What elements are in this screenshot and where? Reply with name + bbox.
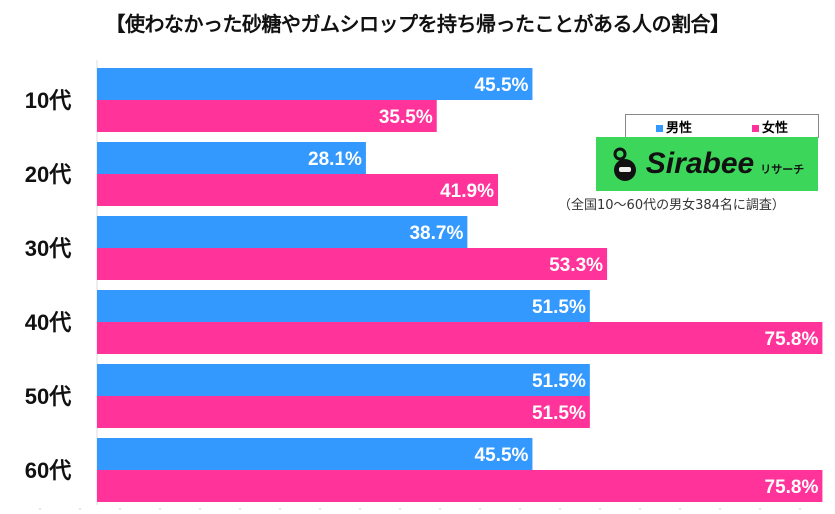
male-bar: [97, 68, 533, 100]
male-bar: [97, 364, 590, 396]
male-bar: [97, 142, 366, 174]
female-bar: [97, 322, 823, 354]
category-label: 30代: [25, 236, 71, 261]
male-bar: [97, 438, 533, 470]
legend-female: 女性: [751, 117, 788, 136]
value-label: 75.8%: [765, 477, 819, 498]
sirabee-logo: Sirabee リサーチ: [596, 137, 818, 191]
female-bar: [97, 174, 498, 206]
value-label: 51.5%: [532, 371, 586, 392]
category-label: 10代: [25, 88, 71, 113]
category-label: 40代: [25, 310, 71, 335]
legend-swatch-male: [655, 124, 663, 132]
value-label: 41.9%: [440, 181, 494, 202]
male-bar: [97, 290, 590, 322]
legend-label-female: 女性: [761, 120, 788, 136]
category-label: 20代: [25, 162, 71, 187]
legend-male: 男性: [655, 117, 692, 136]
logo-name: Sirabee: [645, 147, 755, 180]
legend: 男性 女性: [625, 114, 819, 138]
sirabee-mascot-icon: [613, 147, 636, 181]
value-label: 75.8%: [765, 329, 819, 350]
survey-note: （全国10～60代の男女384名に調査）: [558, 198, 785, 213]
legend-label-male: 男性: [665, 120, 692, 136]
legend-swatch-female: [751, 124, 759, 132]
chart-title: 【使わなかった砂糖やガムシロップを持ち帰ったことがある人の割合】: [105, 12, 731, 36]
value-label: 38.7%: [409, 223, 463, 244]
value-label: 45.5%: [475, 75, 529, 96]
female-bar: [97, 396, 590, 428]
value-label: 35.5%: [379, 107, 433, 128]
female-bar: [97, 248, 608, 280]
value-label: 53.3%: [549, 255, 603, 276]
value-label: 51.5%: [532, 297, 586, 318]
value-label: 28.1%: [308, 149, 362, 170]
male-bar: [97, 216, 468, 248]
logo-sub: リサーチ: [760, 163, 805, 176]
category-label: 60代: [25, 458, 71, 483]
category-label: 50代: [25, 384, 71, 409]
value-label: 45.5%: [475, 445, 529, 466]
value-label: 51.5%: [532, 403, 586, 424]
female-bar: [97, 100, 437, 132]
female-bar: [97, 470, 823, 502]
